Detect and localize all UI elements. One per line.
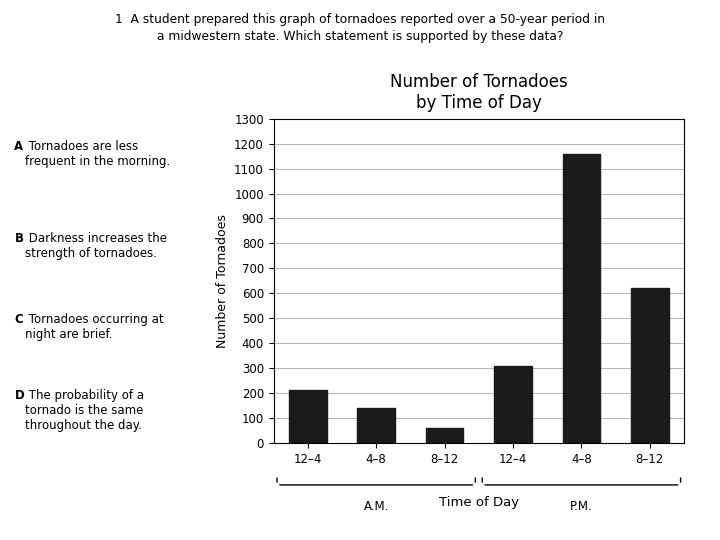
X-axis label: Time of Day: Time of Day — [438, 496, 519, 509]
Y-axis label: Number of Tornadoes: Number of Tornadoes — [215, 214, 228, 348]
Bar — [289, 390, 327, 443]
Text: B: B — [14, 232, 23, 245]
Text: Darkness increases the
strength of tornadoes.: Darkness increases the strength of torna… — [25, 232, 167, 260]
Text: A: A — [14, 140, 24, 153]
Text: The probability of a
tornado is the same
throughout the day.: The probability of a tornado is the same… — [25, 389, 144, 432]
Bar — [357, 408, 395, 443]
Text: P.M.: P.M. — [570, 500, 593, 512]
Text: A.M.: A.M. — [364, 500, 389, 512]
Bar — [631, 288, 669, 443]
Bar — [562, 154, 600, 443]
Bar — [494, 366, 532, 443]
Bar — [426, 428, 464, 443]
Title: Number of Tornadoes
by Time of Day: Number of Tornadoes by Time of Day — [390, 73, 567, 112]
Text: C: C — [14, 313, 23, 326]
Text: D: D — [14, 389, 24, 402]
Text: Tornadoes are less
frequent in the morning.: Tornadoes are less frequent in the morni… — [25, 140, 171, 168]
Text: 1  A student prepared this graph of tornadoes reported over a 50-year period in: 1 A student prepared this graph of torna… — [115, 14, 605, 26]
Text: a midwestern state. Which statement is supported by these data?: a midwestern state. Which statement is s… — [157, 30, 563, 43]
Text: Tornadoes occurring at
night are brief.: Tornadoes occurring at night are brief. — [25, 313, 164, 341]
